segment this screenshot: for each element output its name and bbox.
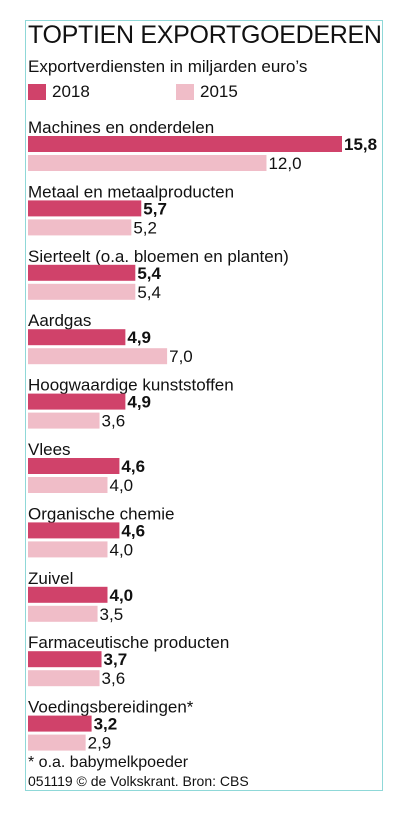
bar-2015 [28, 219, 132, 236]
bar-2018 [28, 522, 120, 539]
value-label-2015: 12,0 [268, 154, 301, 173]
source-credit: 051119 © de Volkskrant. Bron: CBS [28, 773, 249, 789]
bar-2015 [28, 412, 100, 429]
category-label: Aardgas [28, 311, 91, 330]
bar-2018 [28, 651, 102, 668]
bar-2018 [28, 329, 126, 346]
category-label: Machines en onderdelen [28, 118, 214, 137]
legend-swatch-2015 [176, 84, 194, 100]
bar-2018 [28, 586, 108, 603]
value-label-2018: 4,9 [127, 328, 151, 347]
bar-2015 [28, 541, 108, 558]
value-label-2015: 2,9 [88, 734, 112, 753]
value-label-2018: 15,8 [344, 135, 377, 154]
chart-frame [25, 20, 383, 791]
value-label-2015: 3,6 [102, 669, 126, 688]
legend-label-2018: 2018 [52, 82, 90, 101]
value-label-2015: 3,5 [100, 605, 124, 624]
category-label: Hoogwaardige kunststoffen [28, 376, 234, 395]
bar-2018 [28, 393, 126, 410]
value-label-2018: 4,6 [121, 521, 145, 540]
category-label: Sierteelt (o.a. bloemen en planten) [28, 247, 289, 266]
value-label-2018: 3,2 [94, 715, 118, 734]
value-label-2018: 5,7 [143, 199, 167, 218]
value-label-2018: 3,7 [104, 650, 128, 669]
value-label-2018: 4,9 [127, 393, 151, 412]
category-label: Vlees [28, 440, 71, 459]
category-label: Farmaceutische producten [28, 633, 229, 652]
legend-item-2018: 2018 [28, 81, 90, 103]
value-label-2018: 5,4 [137, 264, 161, 283]
legend-item-2015: 2015 [176, 81, 238, 103]
value-label-2018: 4,6 [121, 457, 145, 476]
bar-2018 [28, 458, 120, 474]
category-label: Voedingsbereidingen* [28, 698, 194, 717]
legend-swatch-2018 [28, 84, 46, 100]
category-label: Metaal en metaalproducten [28, 182, 234, 201]
bar-2018 [28, 136, 342, 152]
bar-2018 [28, 715, 92, 732]
chart-subtitle: Exportverdiensten in miljarden euro’s [28, 57, 308, 76]
value-label-2015: 5,2 [133, 218, 157, 237]
value-label-2015: 4,0 [109, 476, 133, 495]
value-label-2015: 3,6 [102, 412, 126, 431]
value-label-2015: 7,0 [169, 347, 193, 366]
value-label-2015: 4,0 [109, 540, 133, 559]
value-label-2018: 4,0 [109, 586, 133, 605]
bar-2015 [28, 670, 100, 687]
bar-2018 [28, 200, 142, 217]
chart-title: TOPTIEN EXPORTGOEDEREN [28, 21, 382, 49]
bar-2015 [28, 605, 98, 622]
bar-2015 [28, 283, 136, 300]
bar-2015 [28, 155, 267, 171]
legend-label-2015: 2015 [200, 82, 238, 101]
bar-2018 [28, 264, 136, 281]
bar-2015 [28, 734, 86, 751]
bar-2015 [28, 348, 168, 365]
value-label-2015: 5,4 [137, 283, 161, 302]
bar-2015 [28, 477, 108, 493]
category-label: Organische chemie [28, 504, 174, 523]
category-label: Zuivel [28, 569, 73, 588]
footnote: * o.a. babymelkpoeder [28, 754, 189, 771]
